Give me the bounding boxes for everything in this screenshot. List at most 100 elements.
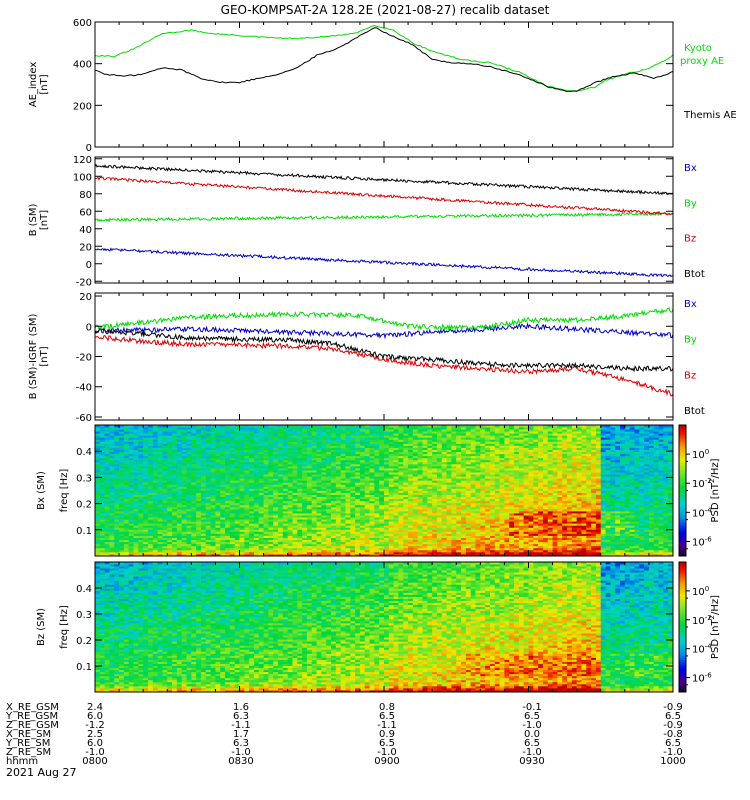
heat-cell bbox=[359, 551, 366, 555]
heat-cell bbox=[388, 539, 395, 543]
heat-cell bbox=[335, 492, 342, 495]
heat-cell bbox=[167, 427, 173, 430]
heat-cell bbox=[200, 492, 207, 495]
heat-cell bbox=[287, 445, 293, 448]
heat-cell bbox=[422, 549, 428, 553]
heat-cell bbox=[316, 553, 322, 557]
heat-cell bbox=[249, 543, 255, 547]
heat-cell bbox=[340, 513, 346, 516]
heat-cell bbox=[225, 435, 231, 438]
heat-cell bbox=[297, 445, 303, 448]
heat-cell bbox=[229, 486, 236, 489]
heat-cell bbox=[408, 510, 414, 514]
heat-cell bbox=[427, 465, 433, 469]
heat-cell bbox=[345, 533, 351, 536]
heat-cell bbox=[196, 529, 202, 532]
heat-cell bbox=[99, 482, 106, 485]
heat-cell bbox=[244, 465, 250, 469]
y-tick-label: 100 bbox=[73, 172, 92, 183]
heat-cell bbox=[311, 445, 317, 448]
heat-cell bbox=[191, 525, 197, 528]
heat-cell bbox=[157, 472, 163, 475]
heat-cell bbox=[412, 439, 419, 442]
heat-cell bbox=[123, 506, 130, 510]
heat-cell bbox=[253, 467, 260, 471]
heat-cell bbox=[316, 467, 322, 471]
heat-cell bbox=[152, 467, 159, 471]
heat-cell bbox=[167, 459, 173, 463]
heat-cell bbox=[359, 490, 366, 493]
heat-cell bbox=[210, 445, 216, 448]
heat-cell bbox=[176, 451, 183, 455]
heat-cell bbox=[359, 553, 366, 557]
heat-cell bbox=[321, 500, 327, 504]
heat-cell bbox=[340, 525, 346, 528]
heat-cell bbox=[436, 476, 443, 479]
heat-cell bbox=[311, 433, 317, 436]
heat-cell bbox=[403, 472, 409, 475]
heat-cell bbox=[95, 525, 101, 528]
heat-cell bbox=[321, 549, 327, 553]
heat-cell bbox=[384, 474, 390, 477]
heat-cell bbox=[278, 547, 284, 551]
heat-cell bbox=[263, 453, 269, 457]
heat-cell bbox=[441, 502, 448, 506]
heat-cell bbox=[157, 467, 163, 471]
heat-cell bbox=[412, 492, 419, 495]
heat-cell bbox=[268, 443, 274, 446]
heat-cell bbox=[384, 478, 390, 481]
heat-cell bbox=[253, 525, 260, 528]
heat-cell bbox=[157, 527, 163, 530]
heat-cell bbox=[422, 541, 428, 545]
heat-cell bbox=[225, 459, 231, 463]
heat-cell bbox=[114, 547, 120, 551]
heat-cell bbox=[446, 431, 452, 434]
heat-cell bbox=[263, 478, 269, 481]
heat-cell bbox=[109, 484, 115, 487]
heat-cell bbox=[335, 535, 342, 538]
heat-cell bbox=[104, 535, 110, 538]
heat-cell bbox=[200, 494, 207, 498]
heat-cell bbox=[152, 510, 159, 514]
heat-cell bbox=[109, 496, 115, 500]
heat-cell bbox=[345, 535, 351, 538]
heat-cell bbox=[128, 545, 134, 549]
heat-cell bbox=[345, 517, 351, 520]
heat-cell bbox=[200, 476, 207, 479]
heat-cell bbox=[350, 470, 356, 473]
heat-cell bbox=[225, 523, 231, 526]
heat-cell bbox=[196, 523, 202, 526]
heat-cell bbox=[215, 425, 221, 428]
heat-cell bbox=[95, 443, 101, 446]
heat-cell bbox=[345, 484, 351, 487]
heat-cell bbox=[200, 539, 207, 543]
heat-cell bbox=[205, 510, 211, 514]
heat-cell bbox=[244, 453, 250, 457]
heat-cell bbox=[249, 521, 255, 524]
heat-cell bbox=[215, 478, 221, 481]
heat-cell bbox=[253, 551, 260, 555]
heat-cell bbox=[225, 513, 231, 516]
heat-cell bbox=[273, 480, 279, 483]
heat-cell bbox=[200, 531, 207, 534]
heat-cell bbox=[345, 457, 351, 461]
heat-cell bbox=[244, 506, 250, 510]
heat-cell bbox=[297, 515, 303, 518]
heat-cell bbox=[200, 519, 207, 522]
heat-cell bbox=[350, 545, 356, 549]
heat-cell bbox=[263, 510, 269, 514]
heat-cell bbox=[335, 437, 342, 440]
heat-cell bbox=[143, 467, 149, 471]
heat-cell bbox=[364, 439, 370, 442]
heat-cell bbox=[282, 433, 289, 436]
heat-cell bbox=[369, 523, 375, 526]
heat-cell bbox=[114, 531, 120, 534]
heat-cell bbox=[384, 433, 390, 436]
heat-cell bbox=[340, 484, 346, 487]
heat-cell bbox=[412, 549, 419, 553]
heat-cell bbox=[229, 490, 236, 493]
heat-cell bbox=[210, 551, 216, 555]
heat-cell bbox=[239, 461, 245, 465]
heat-cell bbox=[417, 537, 423, 541]
heat-cell bbox=[268, 513, 274, 516]
